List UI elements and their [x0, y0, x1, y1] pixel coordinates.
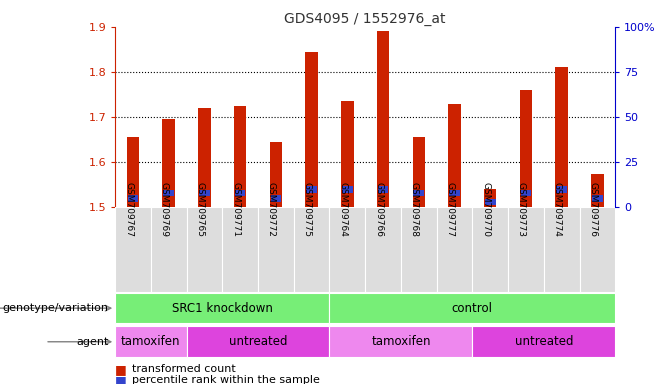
Bar — [449, 190, 460, 196]
Text: SRC1 knockdown: SRC1 knockdown — [172, 302, 273, 314]
Bar — [365, 207, 401, 292]
Bar — [377, 31, 390, 207]
Bar — [128, 195, 138, 202]
Text: percentile rank within the sample: percentile rank within the sample — [132, 375, 320, 384]
Bar — [591, 174, 603, 207]
Bar — [163, 190, 174, 196]
Text: control: control — [452, 302, 493, 314]
Bar — [305, 52, 318, 207]
Text: GDS4095 / 1552976_at: GDS4095 / 1552976_at — [284, 12, 446, 25]
Bar — [484, 189, 496, 207]
Bar — [520, 90, 532, 207]
Bar — [555, 68, 568, 207]
Bar — [413, 137, 425, 207]
Text: GSM709764: GSM709764 — [338, 182, 347, 237]
Bar — [592, 195, 603, 202]
Text: GSM709770: GSM709770 — [481, 182, 490, 237]
Bar — [378, 186, 388, 193]
Text: tamoxifen: tamoxifen — [371, 335, 430, 348]
Bar — [342, 186, 353, 193]
Text: untreated: untreated — [229, 335, 288, 348]
Bar — [472, 326, 615, 357]
Bar — [187, 326, 330, 357]
Text: GSM709774: GSM709774 — [553, 182, 562, 237]
Bar — [401, 207, 437, 292]
Bar — [448, 104, 461, 207]
Bar — [258, 207, 293, 292]
Bar — [163, 119, 175, 207]
Bar — [199, 190, 210, 196]
Bar — [580, 207, 615, 292]
Text: agent: agent — [76, 337, 109, 347]
Bar — [306, 186, 317, 193]
Text: GSM709772: GSM709772 — [267, 182, 276, 237]
Bar — [330, 207, 365, 292]
Text: GSM709776: GSM709776 — [588, 182, 597, 237]
Bar — [115, 326, 187, 357]
Text: ■: ■ — [115, 363, 127, 376]
Bar — [293, 207, 330, 292]
Bar — [508, 207, 544, 292]
Text: GSM709769: GSM709769 — [160, 182, 168, 237]
Text: genotype/variation: genotype/variation — [3, 303, 109, 313]
Bar — [413, 190, 424, 196]
Bar — [330, 293, 615, 323]
Text: GSM709767: GSM709767 — [124, 182, 133, 237]
Text: GSM709768: GSM709768 — [410, 182, 418, 237]
Bar — [437, 207, 472, 292]
Bar — [151, 207, 187, 292]
Bar — [127, 137, 139, 207]
Bar — [472, 207, 508, 292]
Bar — [115, 207, 151, 292]
Bar — [270, 142, 282, 207]
Bar — [187, 207, 222, 292]
Text: transformed count: transformed count — [132, 364, 236, 374]
Bar — [234, 106, 246, 207]
Bar — [330, 326, 472, 357]
Bar — [520, 190, 531, 196]
Bar — [341, 101, 353, 207]
Text: untreated: untreated — [515, 335, 573, 348]
Text: GSM709771: GSM709771 — [231, 182, 240, 237]
Bar — [270, 195, 281, 202]
Text: GSM709765: GSM709765 — [195, 182, 205, 237]
Text: GSM709766: GSM709766 — [374, 182, 383, 237]
Text: GSM709777: GSM709777 — [445, 182, 455, 237]
Bar — [115, 293, 330, 323]
Bar — [235, 190, 245, 196]
Bar — [198, 108, 211, 207]
Bar — [544, 207, 580, 292]
Text: GSM709775: GSM709775 — [303, 182, 312, 237]
Text: tamoxifen: tamoxifen — [121, 335, 180, 348]
Text: ■: ■ — [115, 374, 127, 384]
Bar — [222, 207, 258, 292]
Bar — [556, 186, 567, 193]
Bar — [485, 199, 495, 205]
Text: GSM709773: GSM709773 — [517, 182, 526, 237]
